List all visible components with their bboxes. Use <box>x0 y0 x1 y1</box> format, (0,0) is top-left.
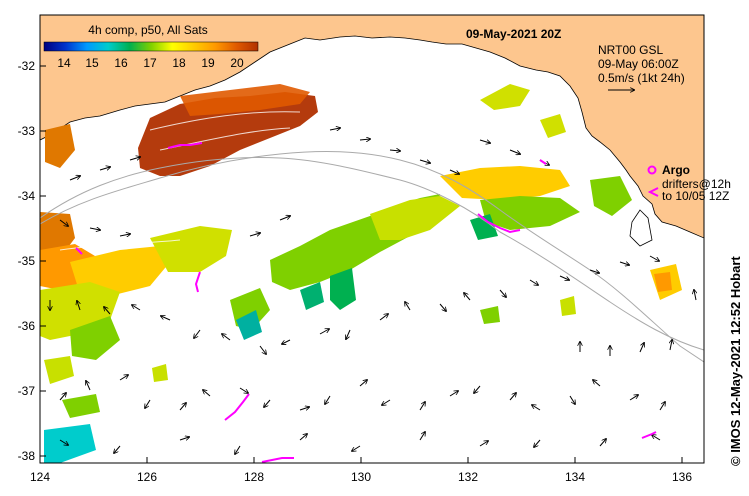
legend-colorbar <box>43 41 259 52</box>
drifters-line2: to 10/05 12Z <box>662 189 729 203</box>
current-arrows <box>50 128 696 454</box>
lon-tick-136: 136 <box>672 470 692 484</box>
current-time: 09-May 06:00Z <box>598 57 679 71</box>
legend-title: 4h comp, p50, All Sats <box>88 23 207 37</box>
sst-legend: 4h comp, p50, All Sats 14 15 16 17 18 19… <box>43 23 259 70</box>
lon-axis <box>39 457 683 463</box>
legend-tick-17: 17 <box>143 56 157 70</box>
drifters-line1: drifters@12h <box>662 177 731 191</box>
lat-tick-32: -32 <box>18 59 36 73</box>
drifter-tracks <box>75 142 657 463</box>
current-info: NRT00 GSL 09-May 06:00Z 0.5m/s (1kt 24h) <box>598 43 685 90</box>
lon-tick-132: 132 <box>458 470 478 484</box>
sst-layer <box>40 84 682 463</box>
lon-tick-126: 126 <box>137 470 157 484</box>
legend-tick-14: 14 <box>57 56 71 70</box>
current-scale: 0.5m/s (1kt 24h) <box>598 71 685 85</box>
lon-tick-130: 130 <box>351 470 371 484</box>
legend-tick-19: 19 <box>201 56 215 70</box>
argo-marker-icon <box>647 165 657 175</box>
legend-tick-20: 20 <box>230 56 244 70</box>
lat-tick-36: -36 <box>18 319 36 333</box>
lat-axis <box>40 65 46 457</box>
lat-tick-38: -38 <box>18 449 36 463</box>
plot-frame <box>39 14 705 464</box>
legend-tick-16: 16 <box>114 56 128 70</box>
current-model: NRT00 GSL <box>598 43 663 57</box>
gulf <box>629 209 653 247</box>
argo-label: Argo <box>662 163 690 177</box>
legend-tick-15: 15 <box>85 56 99 70</box>
lat-tick-37: -37 <box>18 384 36 398</box>
land-area <box>40 15 704 239</box>
lon-tick-124: 124 <box>30 470 50 484</box>
lat-tick-35: -35 <box>18 254 36 268</box>
drifter-chevron-icon <box>647 187 659 197</box>
lon-tick-134: 134 <box>565 470 585 484</box>
date-title: 09-May-2021 20Z <box>466 27 561 41</box>
lon-tick-128: 128 <box>244 470 264 484</box>
lat-tick-34: -34 <box>18 189 36 203</box>
legend-tick-18: 18 <box>172 56 186 70</box>
lat-tick-33: -33 <box>18 124 36 138</box>
credit-text: © IMOS 12-May-2021 12:52 Hobart <box>728 256 743 466</box>
argo-legend: Argo drifters@12h to 10/05 12Z <box>647 163 731 203</box>
